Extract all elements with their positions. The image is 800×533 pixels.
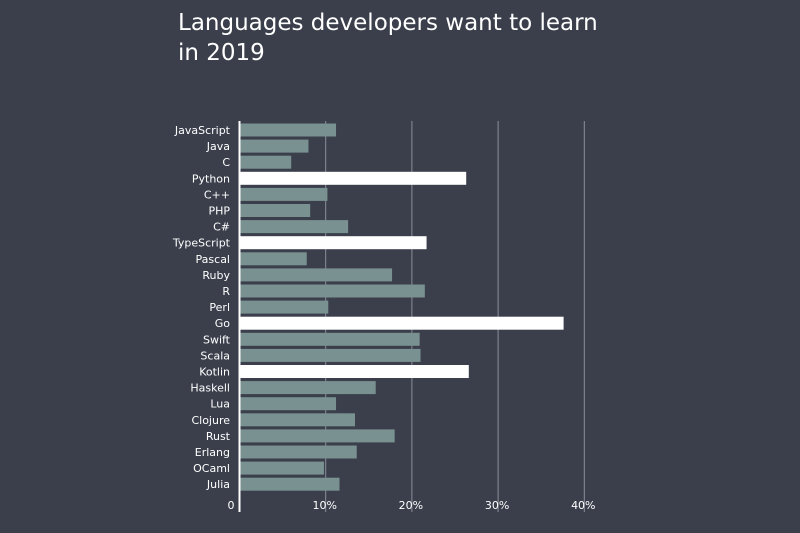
x-tick-label-40: 40%: [571, 499, 595, 512]
bar-perl: [239, 300, 329, 314]
bar-scala: [239, 348, 421, 362]
category-label-lua: Lua: [210, 398, 230, 411]
category-label-clojure: Clojure: [191, 414, 230, 427]
category-label-cplusplus: C++: [204, 188, 230, 201]
category-label-java: Java: [206, 140, 230, 153]
category-label-rust: Rust: [206, 430, 231, 443]
category-label-pascal: Pascal: [196, 253, 230, 266]
bar-lua: [239, 397, 337, 411]
bar-c: [239, 155, 292, 169]
category-label-swift: Swift: [203, 333, 231, 346]
category-label-go: Go: [215, 317, 231, 330]
bar-ocaml: [239, 461, 324, 475]
x-tick-label-0: 0: [228, 499, 235, 512]
category-label-ruby: Ruby: [202, 269, 230, 282]
category-label-erlang: Erlang: [195, 446, 230, 459]
bar-haskell: [239, 381, 376, 395]
x-tick-labels: 0 10% 20% 30% 40%: [228, 499, 596, 512]
bar-typescript: [239, 236, 427, 250]
category-label-haskell: Haskell: [190, 382, 230, 395]
bar-go: [239, 316, 564, 330]
bar-kotlin: [239, 365, 469, 378]
category-label-scala: Scala: [200, 349, 230, 362]
category-label-kotlin: Kotlin: [199, 366, 230, 379]
category-label-php: PHP: [208, 205, 230, 218]
bar-rust: [239, 429, 395, 443]
category-label-csharp: C#: [213, 221, 230, 234]
category-label-python: Python: [192, 172, 230, 185]
x-tick-label-20: 20%: [399, 499, 423, 512]
bar-python: [239, 171, 467, 185]
category-label-typescript: TypeScript: [172, 237, 231, 250]
bar-cplusplus: [239, 187, 328, 201]
bar-r: [239, 284, 425, 298]
category-label-perl: Perl: [209, 301, 230, 314]
bar-julia: [239, 477, 340, 491]
category-label-ocaml: OCaml: [193, 462, 230, 475]
category-label-c: C: [222, 156, 230, 169]
x-tick-label-10: 10%: [312, 499, 336, 512]
bar-csharp: [239, 220, 349, 234]
bar-swift: [239, 332, 420, 346]
category-label-javascript: JavaScript: [174, 124, 231, 137]
bar-java: [239, 139, 309, 153]
bar-ruby: [239, 268, 393, 282]
category-label-r: R: [222, 285, 230, 298]
bar-javascript: [239, 123, 337, 137]
category-labels: JavaScript Java C Python C++ PHP C# TypeScript P…: [172, 124, 231, 491]
bars: [239, 123, 564, 491]
bar-erlang: [239, 445, 357, 459]
bar-clojure: [239, 413, 356, 427]
x-tick-label-30: 30%: [485, 499, 509, 512]
chart-title: Languages developers want to learn in 20…: [178, 10, 598, 66]
bar-pascal: [239, 252, 307, 266]
category-label-julia: Julia: [206, 478, 230, 491]
bar-php: [239, 204, 311, 217]
